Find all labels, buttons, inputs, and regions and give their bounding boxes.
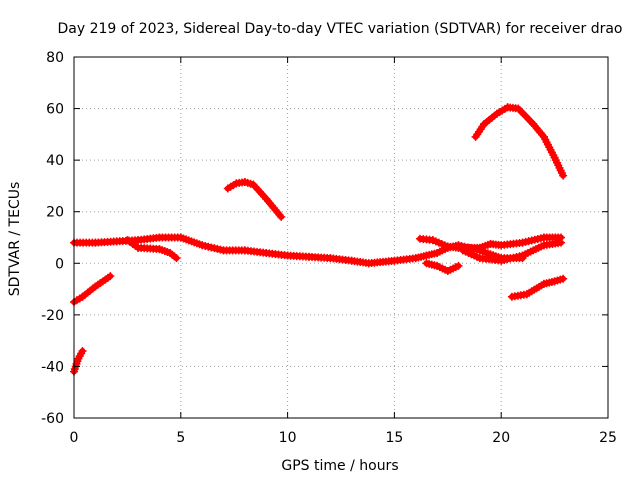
- series-arc-6: [471, 103, 568, 180]
- series-layer: [70, 103, 568, 376]
- chart-title: Day 219 of 2023, Sidereal Day-to-day VTE…: [57, 21, 622, 37]
- data-point: [78, 346, 87, 355]
- x-tick-label: 15: [385, 430, 403, 446]
- y-axis-label: SDTVAR / TECUs: [7, 182, 23, 297]
- tick-layer: 0 5 10 15 20 25 -60 -40 -20 0 20 40 60 80: [41, 50, 617, 446]
- series-arc-10: [507, 274, 568, 301]
- x-tick-label: 10: [279, 430, 297, 446]
- series-arc-4: [123, 236, 181, 263]
- series-arc-8: [422, 259, 463, 276]
- y-tick-label: 60: [46, 102, 64, 118]
- y-tick-label: 20: [46, 205, 64, 221]
- series-arc-9: [458, 238, 566, 265]
- x-tick-label: 20: [492, 430, 510, 446]
- series-arc-5: [223, 178, 286, 221]
- data-point: [559, 274, 568, 283]
- data-point: [454, 261, 463, 270]
- x-tick-label: 25: [599, 430, 617, 446]
- y-tick-label: -20: [41, 308, 64, 324]
- data-point: [106, 272, 115, 281]
- y-tick-label: 0: [55, 256, 64, 272]
- y-tick-label: 80: [46, 50, 64, 66]
- plot-frame: [73, 56, 609, 419]
- x-tick-label: 5: [176, 430, 185, 446]
- y-tick-label: -40: [41, 359, 64, 375]
- data-point: [557, 238, 566, 247]
- y-tick-label: 40: [46, 153, 64, 169]
- y-tick-label: -60: [41, 411, 64, 427]
- grid-layer: [74, 57, 608, 418]
- data-point: [559, 171, 568, 180]
- series-arc-1: [70, 272, 115, 306]
- data-point: [172, 254, 181, 263]
- data-point: [277, 212, 286, 221]
- x-tick-label: 0: [70, 430, 79, 446]
- series-arc-2: [70, 346, 87, 376]
- x-axis-label: GPS time / hours: [281, 458, 398, 474]
